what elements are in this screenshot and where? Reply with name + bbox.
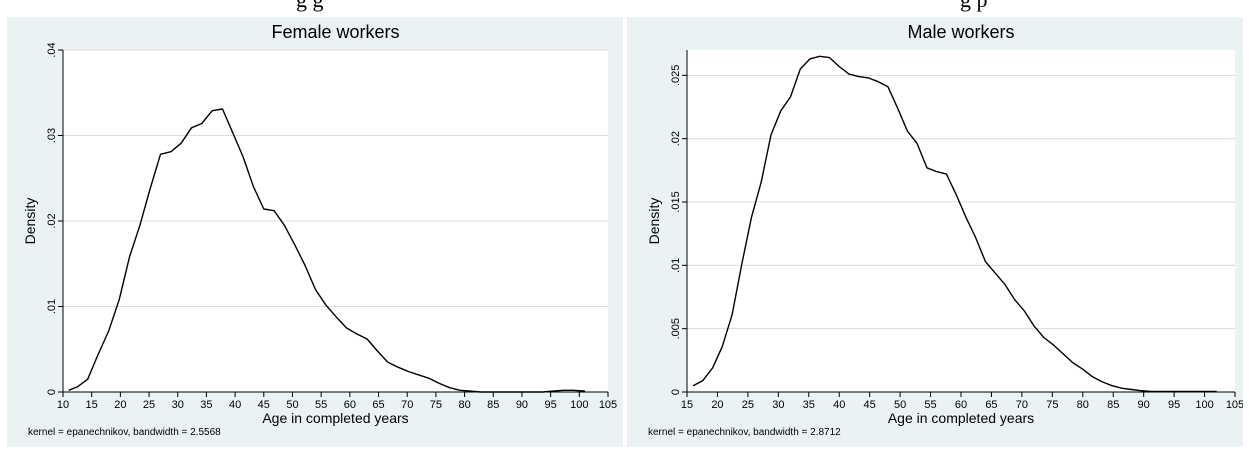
- y-axis-title: Density: [22, 198, 38, 245]
- x-tick-label: 35: [803, 399, 815, 411]
- x-tick-label: 80: [1077, 399, 1089, 411]
- x-tick-label: 60: [955, 399, 967, 411]
- x-tick-label: 70: [401, 399, 413, 411]
- kernel-note: kernel = epanechnikov, bandwidth = 2.871…: [648, 427, 841, 438]
- x-tick-label: 70: [1016, 399, 1028, 411]
- y-axis-title: Density: [646, 198, 662, 245]
- x-axis-title: Age in completed years: [888, 410, 1034, 426]
- x-tick-label: 25: [143, 399, 155, 411]
- male-workers-panel: Male workers 0 .005 .01 .015 .02 .025 15 20 25 30 3…: [627, 17, 1243, 447]
- x-tick-label: 30: [772, 399, 784, 411]
- x-tick-label: 90: [1138, 399, 1150, 411]
- x-tick-label: 45: [258, 399, 270, 411]
- x-tick-label: 80: [458, 399, 470, 411]
- x-tick-label: 100: [570, 399, 588, 411]
- x-tick-label: 10: [57, 399, 69, 411]
- x-tick-label: 65: [372, 399, 384, 411]
- cropped-heading-left: g g: [296, 0, 324, 13]
- x-tick-label: 50: [286, 399, 298, 411]
- density-curve: [68, 108, 586, 393]
- x-tick-label: 105: [1226, 399, 1243, 411]
- cropped-heading-right: g p: [960, 0, 988, 13]
- y-tick-label: .015: [670, 191, 682, 212]
- y-tick-label: 0: [46, 389, 58, 395]
- x-tick-label: 55: [924, 399, 936, 411]
- x-tick-label: 65: [985, 399, 997, 411]
- chart-title: Male workers: [907, 22, 1014, 42]
- y-tick-label: .01: [670, 258, 682, 273]
- female-density-chart: Female workers 0 .01 .02 .03 .04 10 15 20 25 30 35 4…: [22, 22, 617, 438]
- x-tick-label: 60: [344, 399, 356, 411]
- x-tick-label: 75: [430, 399, 442, 411]
- x-tick-label: 40: [229, 399, 241, 411]
- plot-area: [687, 50, 1235, 392]
- x-tick-label: 55: [315, 399, 327, 411]
- x-tick-label: 85: [1107, 399, 1119, 411]
- x-tick-label: 85: [487, 399, 499, 411]
- x-tick-label: 20: [114, 399, 126, 411]
- x-tick-label: 95: [545, 399, 557, 411]
- kernel-note: kernel = epanechnikov, bandwidth = 2.556…: [28, 427, 221, 438]
- y-tick-label: .025: [670, 65, 682, 86]
- x-tick-label: 100: [1195, 399, 1213, 411]
- y-tick-label: .02: [670, 131, 682, 146]
- y-tick-label: 0: [670, 389, 682, 395]
- x-tick-label: 105: [599, 399, 617, 411]
- x-axis-title: Age in completed years: [262, 410, 408, 426]
- x-tick-label: 40: [833, 399, 845, 411]
- y-tick-label: .005: [670, 318, 682, 339]
- density-curve: [692, 55, 1217, 393]
- cropped-heading-strip: g g g p: [0, 0, 1249, 14]
- x-tick-label: 75: [1046, 399, 1058, 411]
- chart-title: Female workers: [271, 22, 399, 42]
- x-tick-label: 20: [711, 399, 723, 411]
- female-workers-panel: Female workers 0 .01 .02 .03 .04 10 15 20 25 30 35 4…: [7, 17, 623, 447]
- y-tick-label: .02: [46, 213, 58, 228]
- x-tick-label: 95: [1168, 399, 1180, 411]
- x-tick-label: 35: [200, 399, 212, 411]
- x-tick-label: 15: [681, 399, 693, 411]
- x-tick-label: 15: [86, 399, 98, 411]
- x-tick-label: 90: [516, 399, 528, 411]
- y-tick-label: .01: [46, 299, 58, 314]
- x-tick-label: 45: [864, 399, 876, 411]
- y-tick-label: .03: [46, 128, 58, 143]
- x-tick-label: 25: [742, 399, 754, 411]
- y-tick-label: .04: [46, 42, 58, 57]
- male-density-chart: Male workers 0 .005 .01 .015 .02 .025 15 20 25 30 3…: [646, 22, 1243, 438]
- x-tick-label: 50: [894, 399, 906, 411]
- x-tick-label: 30: [172, 399, 184, 411]
